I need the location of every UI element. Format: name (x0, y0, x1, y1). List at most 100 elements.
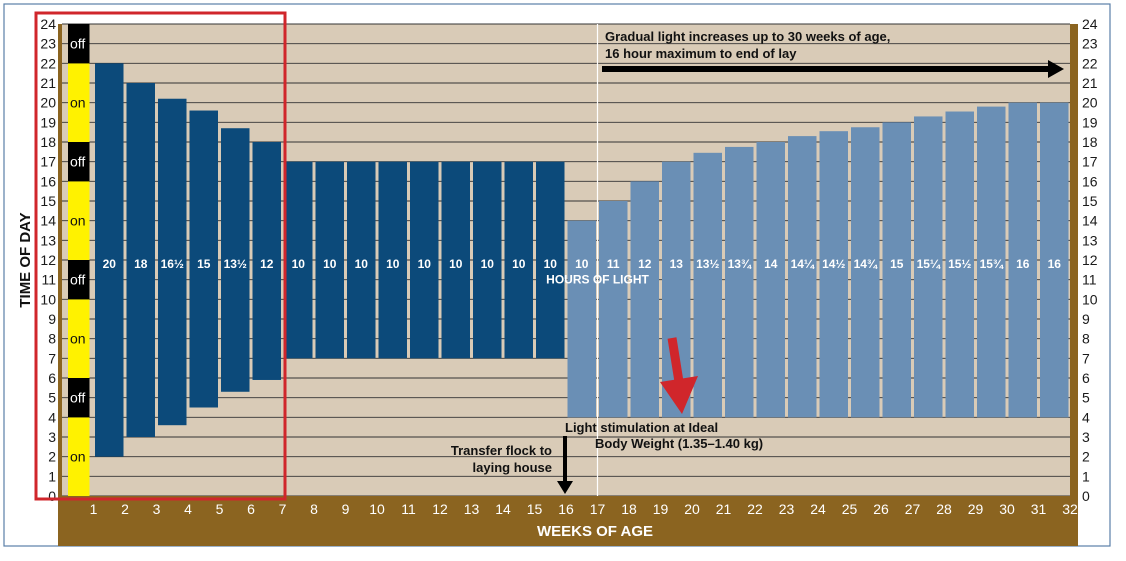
bar-week-4 (158, 98, 187, 426)
bar-label-week-11: 10 (386, 257, 400, 271)
x-tick-19: 19 (653, 501, 669, 517)
y-tick-right: 24 (1082, 16, 1098, 32)
y-tick-right: 21 (1082, 75, 1098, 91)
bar-week-30 (977, 106, 1006, 418)
stimulation-note-line1: Light stimulation at Ideal (565, 420, 718, 435)
key-segment-on (68, 63, 90, 143)
bar-week-18 (599, 201, 628, 418)
x-axis-band (58, 496, 1078, 546)
left-axis-strip (58, 24, 62, 496)
key-label-on: on (70, 449, 86, 465)
bar-label-week-26: 14¾ (854, 257, 878, 271)
x-tick-3: 3 (153, 501, 161, 517)
y-tick-left: 3 (48, 429, 56, 445)
bar-label-week-20: 13 (670, 257, 684, 271)
bar-label-week-22: 13¾ (728, 257, 752, 271)
red-arrow-head (660, 376, 698, 414)
y-tick-right: 15 (1082, 193, 1098, 209)
x-tick-25: 25 (842, 501, 858, 517)
key-segment-off (68, 142, 90, 182)
key-label-off: off (70, 154, 85, 170)
x-tick-24: 24 (810, 501, 826, 517)
bar-label-week-17: 10 (575, 257, 589, 271)
key-label-off: off (70, 390, 85, 406)
x-tick-11: 11 (401, 501, 416, 517)
x-tick-13: 13 (464, 501, 480, 517)
bar-week-31 (1008, 102, 1037, 418)
bar-week-14 (473, 161, 502, 359)
x-tick-4: 4 (184, 501, 192, 517)
y-tick-left: 1 (48, 468, 56, 484)
x-tick-29: 29 (968, 501, 984, 517)
x-tick-23: 23 (779, 501, 795, 517)
bar-label-week-28: 15¼ (917, 257, 941, 271)
bar-week-29 (945, 111, 974, 418)
bar-label-week-5: 15 (197, 257, 211, 271)
y-tick-right: 13 (1082, 232, 1098, 248)
bar-label-week-21: 13½ (696, 257, 719, 271)
y-axis-label: TIME OF DAY (17, 212, 34, 307)
key-label-off: off (70, 272, 85, 288)
y-tick-right: 17 (1082, 154, 1098, 170)
bars-layer: 20 18 16½ 15 13½ 12 10 10 10 10 10 10 10 10 10 10 11 12 13… (95, 63, 1069, 457)
bar-week-9 (315, 161, 344, 359)
bar-week-13 (441, 161, 470, 359)
y-tick-left: 16 (40, 173, 56, 189)
bar-label-week-9: 10 (323, 257, 337, 271)
key-segment-on (68, 181, 90, 260)
x-tick-9: 9 (342, 501, 350, 517)
bar-week-32 (1040, 102, 1069, 418)
key-segment-off (68, 24, 90, 64)
x-tick-1: 1 (90, 501, 98, 517)
y-tick-right: 0 (1082, 488, 1090, 504)
bar-label-week-10: 10 (355, 257, 369, 271)
y-tick-left: 17 (40, 154, 56, 170)
y-tick-right: 19 (1082, 114, 1098, 130)
x-tick-10: 10 (369, 501, 385, 517)
bar-label-week-18: 11 (607, 257, 620, 271)
y-tick-right: 5 (1082, 390, 1090, 406)
key-segment-off (68, 378, 90, 418)
x-tick-12: 12 (432, 501, 448, 517)
bar-week-8 (284, 161, 313, 359)
bar-week-25 (819, 131, 848, 418)
x-tick-7: 7 (279, 501, 287, 517)
x-tick-21: 21 (716, 501, 732, 517)
bar-week-24 (788, 136, 817, 418)
bar-label-week-8: 10 (292, 257, 306, 271)
y-tick-right: 11 (1082, 272, 1097, 288)
y-tick-right: 18 (1082, 134, 1098, 150)
y-tick-left: 11 (41, 272, 56, 288)
bar-label-week-31: 16 (1016, 257, 1030, 271)
y-tick-left: 24 (40, 16, 56, 32)
day-night-key: on off on off on off on off (68, 24, 90, 496)
bar-label-week-14: 10 (481, 257, 495, 271)
y-tick-right: 8 (1082, 331, 1090, 347)
x-axis-ticks: 1 2 3 4 5 6 7 8 9 10 11 12 13 14 15 16 17 18 19 20 21 22 23 24 2… (90, 501, 1078, 517)
highlight-box (34, 11, 287, 501)
bar-label-week-25: 14½ (822, 257, 845, 271)
y-tick-right: 2 (1082, 449, 1090, 465)
y-tick-right: 12 (1082, 252, 1098, 268)
bar-week-28 (914, 116, 943, 418)
x-tick-14: 14 (495, 501, 511, 517)
y-tick-left: 21 (40, 75, 56, 91)
y-tick-left: 13 (40, 232, 56, 248)
key-label-on: on (70, 213, 86, 229)
bar-label-week-29: 15½ (948, 257, 971, 271)
y-tick-right: 20 (1082, 95, 1098, 111)
bar-label-week-4: 16½ (161, 257, 184, 271)
y-tick-left: 18 (40, 134, 56, 150)
bar-week-7 (252, 142, 281, 380)
bar-label-week-30: 15¾ (980, 257, 1004, 271)
x-tick-15: 15 (527, 501, 543, 517)
stimulation-note-line2: Body Weight (1.35–1.40 kg) (595, 436, 763, 451)
transfer-note-line2: laying house (473, 460, 552, 475)
y-tick-left: 9 (48, 311, 56, 327)
x-tick-27: 27 (905, 501, 921, 517)
bar-week-27 (882, 122, 911, 418)
bar-week-6 (221, 128, 250, 392)
bar-week-22 (725, 146, 754, 418)
